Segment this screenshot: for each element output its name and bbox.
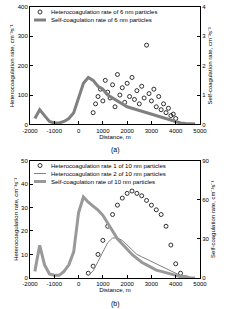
- svg-text:Self-coagulation rate, cm⁻³s⁻¹: Self-coagulation rate, cm⁻³s⁻¹: [207, 27, 213, 104]
- svg-text:4000: 4000: [169, 128, 183, 134]
- svg-text:400: 400: [18, 4, 29, 10]
- svg-text:1000: 1000: [96, 128, 110, 134]
- svg-text:Self-coagulation rate, cm⁻³s⁻¹: Self-coagulation rate, cm⁻³s⁻¹: [210, 181, 216, 258]
- svg-text:0: 0: [77, 128, 81, 134]
- svg-text:4: 4: [202, 4, 206, 10]
- svg-text:90: 90: [202, 158, 209, 164]
- svg-text:5000: 5000: [193, 128, 207, 134]
- svg-text:60: 60: [202, 197, 209, 203]
- svg-text:0: 0: [202, 122, 206, 128]
- svg-text:Heterocoagulation rate 1 of 10: Heterocoagulation rate 1 of 10 nm partic…: [51, 163, 166, 169]
- svg-text:(a): (a): [111, 146, 120, 154]
- svg-text:0: 0: [202, 275, 206, 281]
- svg-text:-2000: -2000: [22, 128, 38, 134]
- svg-text:Heterocoagulation rate of 6 nm: Heterocoagulation rate of 6 nm particles: [51, 9, 157, 15]
- svg-text:20: 20: [21, 228, 28, 234]
- svg-text:5000: 5000: [193, 281, 207, 287]
- svg-text:Heterocoagulation rate 2 of 10: Heterocoagulation rate 2 of 10 nm partic…: [51, 171, 166, 177]
- svg-text:Heterocoagulation rate, cm⁻³s⁻: Heterocoagulation rate, cm⁻³s⁻¹: [9, 24, 15, 107]
- svg-text:2000: 2000: [120, 128, 134, 134]
- svg-text:300: 300: [18, 33, 29, 39]
- svg-text:-1000: -1000: [47, 128, 63, 134]
- svg-text:30: 30: [21, 205, 28, 211]
- svg-text:3000: 3000: [145, 281, 159, 287]
- svg-text:0: 0: [24, 122, 28, 128]
- svg-text:10: 10: [21, 252, 28, 258]
- svg-text:2000: 2000: [120, 281, 134, 287]
- svg-text:200: 200: [18, 63, 29, 69]
- svg-text:Distance, m: Distance, m: [99, 287, 131, 293]
- svg-text:-2000: -2000: [22, 281, 38, 287]
- svg-text:1: 1: [202, 92, 206, 98]
- svg-text:Self-coagulation rate of 10 nm: Self-coagulation rate of 10 nm particles: [51, 179, 155, 185]
- svg-text:30: 30: [202, 236, 209, 242]
- svg-text:0: 0: [77, 281, 81, 287]
- svg-text:0: 0: [24, 275, 28, 281]
- svg-text:4000: 4000: [169, 281, 183, 287]
- svg-text:1000: 1000: [96, 281, 110, 287]
- svg-text:2: 2: [202, 63, 206, 69]
- svg-text:-1000: -1000: [47, 281, 63, 287]
- svg-text:3000: 3000: [145, 128, 159, 134]
- svg-text:100: 100: [18, 92, 29, 98]
- svg-text:40: 40: [21, 181, 28, 187]
- svg-text:3: 3: [202, 33, 206, 39]
- svg-text:(b): (b): [111, 300, 120, 308]
- svg-text:Heterocoagulation rate, cm⁻³s⁻: Heterocoagulation rate, cm⁻³s⁻¹: [13, 178, 19, 261]
- svg-text:Self-coagulation rate of 6 nm: Self-coagulation rate of 6 nm particles: [51, 17, 152, 23]
- svg-text:Distance, m: Distance, m: [99, 134, 131, 140]
- svg-text:50: 50: [21, 158, 28, 164]
